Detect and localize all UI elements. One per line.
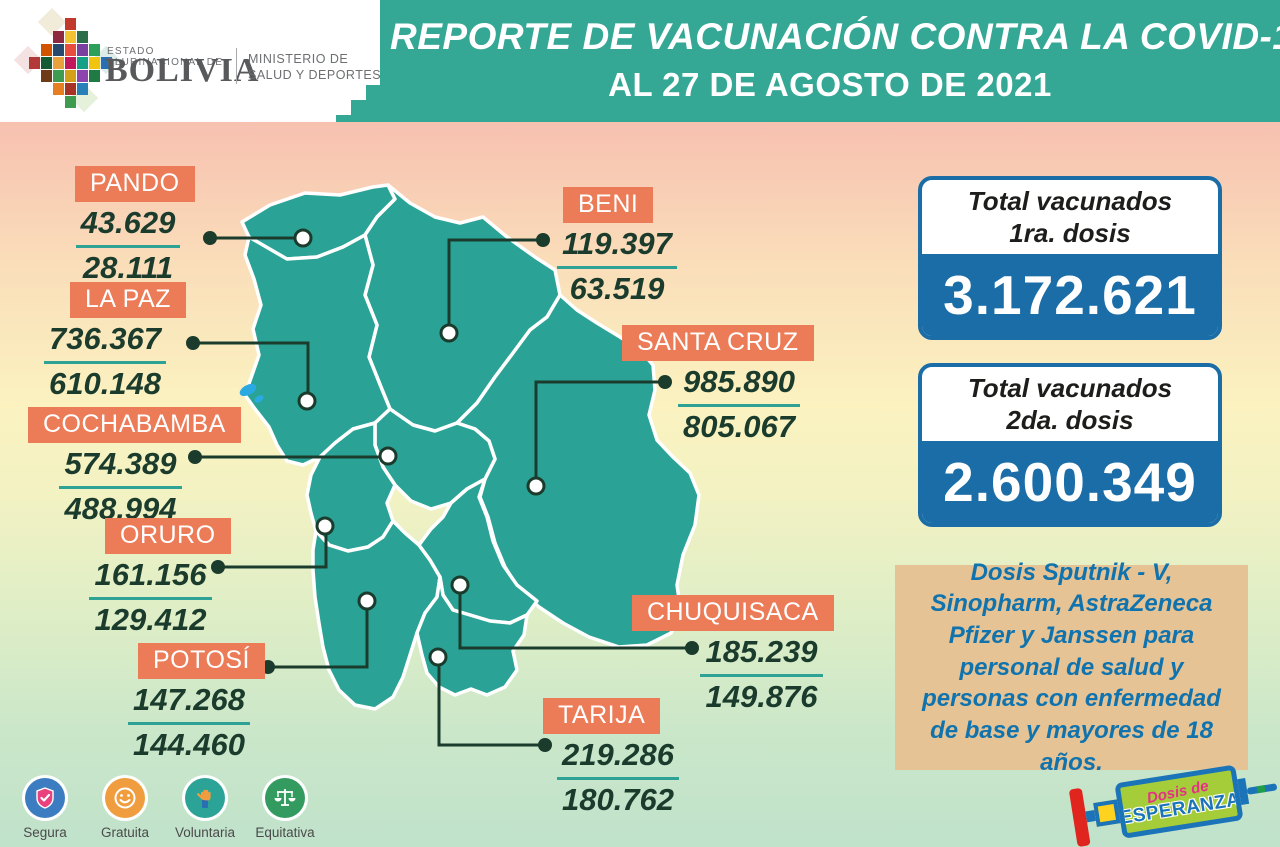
dept-callout-potosi: POTOSÍ 147.268 144.460 [127,643,266,762]
dept-callout-la-paz: LA PAZ 736.367 610.148 [30,282,186,401]
dept-callout-santa-cruz: SANTA CRUZ 985.890 805.067 [622,325,842,443]
syringe-body-icon: Dosis de ESPERANZA [1114,764,1244,839]
dose2-value: 129.412 [94,601,207,637]
dept-callout-tarija: TARIJA 219.286 180.762 [543,698,693,816]
dept-label: BENI [563,187,654,223]
dose1-value: 985.890 [677,365,801,407]
dose1-value: 43.629 [75,206,181,248]
country-wordmark: BOLIVIA [105,52,260,89]
total-first-dose-value: 3.172.621 [922,254,1218,336]
bolivia-state-emblem-icon [13,7,121,113]
vaccine-note-box: Dosis Sputnik - V, Sinopharm, AstraZenec… [895,559,1248,776]
dept-callout-cochabamba: COCHABAMBA 574.389 488.994 [28,407,243,525]
balance-scale-icon [265,778,305,818]
dept-region-tarija [415,575,529,697]
dose2-value: 63.519 [569,270,665,306]
dose1-value: 185.239 [700,635,823,677]
syringe-needle-icon [1246,782,1278,795]
emblem-caption: ESTADO PLURINACIONAL DE [107,46,224,68]
dose1-value: 161.156 [89,558,212,600]
dept-label: SANTA CRUZ [622,325,814,361]
total-second-dose-card: Total vacunados 2da. dosis 2.600.349 [918,363,1222,527]
total-first-dose-card: Total vacunados 1ra. dosis 3.172.621 [918,176,1222,340]
shield-check-icon [25,778,65,818]
ministry-name: MINISTERIO DE SALUD Y DEPORTES [248,52,382,82]
dept-label: ORURO [105,518,231,554]
principle-segura: Segura [14,778,76,840]
dose2-value: 149.876 [705,678,818,714]
report-date: AL 27 DE AGOSTO DE 2021 [608,66,1052,103]
report-title: REPORTE DE VACUNACIÓN CONTRA LA COVID-19 [390,16,1280,57]
dept-label: TARIJA [543,698,661,734]
total-second-dose-label: Total vacunados 2da. dosis [967,372,1173,436]
syringe-seal-icon [1093,799,1121,827]
dept-label: POTOSÍ [138,643,266,679]
vaccine-note-text: Dosis Sputnik - V, Sinopharm, AstraZenec… [922,558,1221,776]
dose1-value: 119.397 [557,227,677,269]
dose1-value: 147.268 [127,683,251,725]
raised-hand-icon [185,778,225,818]
dept-callout-chuquisaca: CHUQUISACA 185.239 149.876 [632,595,845,713]
dept-label: CHUQUISACA [632,595,834,631]
logo-divider [236,48,237,84]
smiley-icon [105,778,145,818]
total-second-dose-value: 2.600.349 [922,441,1218,523]
dose1-value: 736.367 [43,322,167,364]
dept-callout-oruro: ORURO 161.156 129.412 [88,518,231,637]
dose2-value: 805.067 [682,408,796,444]
principle-gratuita: Gratuita [94,778,156,840]
logo-panel: ESTADO PLURINACIONAL DE BOLIVIA MINISTER… [0,0,382,122]
dose2-value: 144.460 [132,726,246,762]
total-first-dose-label: Total vacunados 1ra. dosis [967,185,1173,249]
dept-callout-beni: BENI 119.397 63.519 [557,187,677,305]
dose2-value: 180.762 [561,781,675,817]
principle-equitativa: Equitativa [254,778,316,840]
dose2-value: 610.148 [48,365,162,401]
dose2-value: 28.111 [82,249,174,285]
dose1-value: 219.286 [556,738,680,780]
map-markers [293,228,546,667]
principle-voluntaria: Voluntaria [174,778,236,840]
leader-lines [193,236,692,747]
dept-label: PANDO [75,166,195,202]
dept-label: LA PAZ [70,282,186,318]
dose1-value: 574.389 [59,447,182,489]
dept-region-potosi [311,519,442,711]
vaccination-principles: Segura Gratuita Voluntaria [14,778,316,840]
dept-callout-pando: PANDO 43.629 28.111 [48,166,208,284]
header-bar: ESTADO PLURINACIONAL DE BOLIVIA MINISTER… [0,0,1280,122]
dept-label: COCHABAMBA [28,407,241,443]
lake-titicaca [239,383,264,403]
